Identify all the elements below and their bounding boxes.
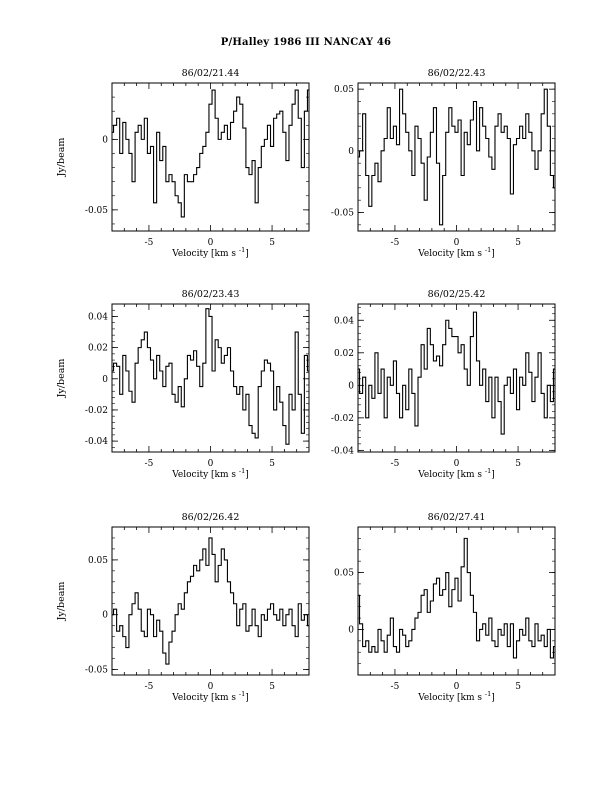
x-tick-label: -5 xyxy=(145,238,154,248)
spectrum-line xyxy=(112,537,309,665)
y-tick-label: 0 xyxy=(348,625,354,635)
x-tick-label: 0 xyxy=(208,682,214,692)
x-tick-label: 0 xyxy=(454,459,460,469)
x-tick-label: 0 xyxy=(454,238,460,248)
x-tick-label: 0 xyxy=(208,459,214,469)
x-tick-label: -5 xyxy=(391,238,400,248)
y-tick-label: 0 xyxy=(102,375,108,385)
panel-title: 86/02/25.42 xyxy=(428,289,486,300)
y-tick-label: 0.04 xyxy=(334,316,354,326)
x-tick-label: -5 xyxy=(145,459,154,469)
spectrum-panel-3: -5 0 5 -0.04 -0.02 0 0.02 0.04 86/02/23.43 Veloci… xyxy=(56,289,310,480)
x-axis-label: Velocity [km s -1] xyxy=(417,467,494,480)
y-tick-label: 0 xyxy=(348,381,354,391)
panel-title: 86/02/23.43 xyxy=(182,289,240,300)
spectrum-panel-2: -5 0 5 -0.05 0 0.05 86/02/22.43 Velocity [km s … xyxy=(331,68,556,259)
y-tick-label: 0 xyxy=(102,611,108,621)
x-tick-label: -5 xyxy=(391,682,400,692)
y-tick-label: 0.05 xyxy=(88,556,108,566)
y-tick-label: -0.04 xyxy=(85,437,108,447)
x-axis-label: Velocity [km s -1] xyxy=(171,246,248,259)
spectrum-line xyxy=(112,89,309,218)
spectrum-panel-1: -5 0 5 -0.05 0 86/02/21.44 Velocity [km s -1] J… xyxy=(56,68,310,259)
panel-title: 86/02/21.44 xyxy=(182,68,240,79)
x-tick-label: 5 xyxy=(515,459,521,469)
plot-frame xyxy=(111,526,310,676)
y-tick-label: 0.02 xyxy=(334,349,354,359)
spectrum-panel-4: -5 0 5 -0.04 -0.02 0 0.02 0.04 86/02/25.42 Veloci… xyxy=(331,289,556,480)
y-tick-label: -0.05 xyxy=(85,206,108,216)
y-tick-label: 0 xyxy=(102,135,108,145)
x-axis-label: Velocity [km s -1] xyxy=(417,690,494,703)
y-tick-label: 0.02 xyxy=(88,344,108,354)
y-axis-label: Jy/beam xyxy=(56,359,67,399)
x-tick-label: 5 xyxy=(269,682,275,692)
x-tick-label: 5 xyxy=(515,682,521,692)
y-tick-label: 0.04 xyxy=(88,312,108,322)
x-tick-label: -5 xyxy=(145,682,154,692)
y-tick-label: 0 xyxy=(348,147,354,157)
x-axis-label: Velocity [km s -1] xyxy=(171,690,248,703)
panel-title: 86/02/26.42 xyxy=(182,512,240,523)
plot-frame xyxy=(111,303,310,453)
x-tick-label: 5 xyxy=(269,238,275,248)
x-axis-label: Velocity [km s -1] xyxy=(417,246,494,259)
y-tick-label: -0.05 xyxy=(331,209,354,219)
page-title: P/Halley 1986 III NANCAY 46 xyxy=(220,37,392,48)
plot-frame xyxy=(357,526,556,676)
x-tick-label: 5 xyxy=(269,459,275,469)
x-tick-label: 0 xyxy=(454,682,460,692)
spectrum-panel-5: -5 0 5 -0.05 0 0.05 86/02/26.42 Velocity [km s … xyxy=(56,512,310,703)
y-tick-label: -0.02 xyxy=(85,406,108,416)
spectrum-panel-6: -5 0 5 0 0.05 86/02/27.41 Velocity [km s -1] xyxy=(334,512,556,703)
y-tick-label: 0.05 xyxy=(334,569,354,579)
y-tick-label: -0.05 xyxy=(85,666,108,676)
spectrum-line xyxy=(358,537,555,659)
spectrum-line xyxy=(112,308,309,445)
spectrum-line xyxy=(358,88,555,226)
spectrum-line xyxy=(358,311,555,435)
x-tick-label: 0 xyxy=(208,238,214,248)
x-tick-label: -5 xyxy=(391,459,400,469)
y-axis-label: Jy/beam xyxy=(56,138,67,178)
panel-title: 86/02/27.41 xyxy=(428,512,486,523)
x-axis-label: Velocity [km s -1] xyxy=(171,467,248,480)
y-tick-label: 0.05 xyxy=(334,85,354,95)
x-tick-label: 5 xyxy=(515,238,521,248)
panel-title: 86/02/22.43 xyxy=(428,68,486,79)
y-tick-label: -0.02 xyxy=(331,414,354,424)
y-tick-label: -0.04 xyxy=(331,446,354,456)
plot-frame xyxy=(357,82,556,232)
plot-frame xyxy=(111,82,310,232)
y-axis-label: Jy/beam xyxy=(56,582,67,622)
